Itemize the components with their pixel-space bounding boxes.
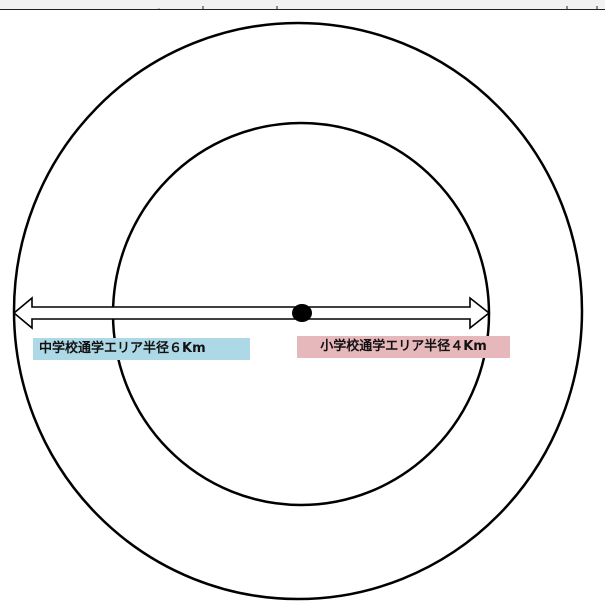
middle-school-area-circle <box>12 21 584 601</box>
cropped-header-strip <box>0 0 605 10</box>
elementary-school-radius-label: 小学校通学エリア半径４Km <box>297 336 510 358</box>
school-location-dot <box>292 304 312 322</box>
radius-double-arrow <box>12 296 491 330</box>
middle-school-radius-label: 中学校通学エリア半径６Km <box>33 338 250 360</box>
cropped-header-graphic <box>156 6 598 9</box>
